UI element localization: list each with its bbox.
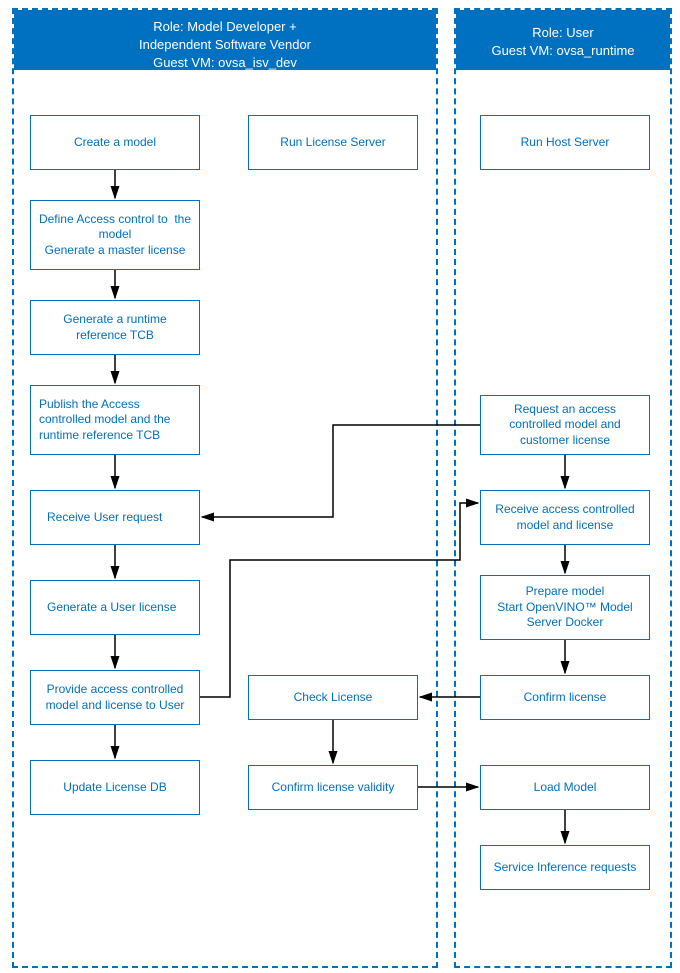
- node-run-host-server: Run Host Server: [480, 115, 650, 170]
- node-receive-user-req: Receive User request: [30, 490, 200, 545]
- node-provide-model: Provide access controlled model and lice…: [30, 670, 200, 725]
- node-load-model: Load Model: [480, 765, 650, 810]
- node-gen-runtime-tcb: Generate a runtime reference TCB: [30, 300, 200, 355]
- swimlane-user-header: Role: User Guest VM: ovsa_runtime: [456, 10, 670, 70]
- swimlane-user-title1: Role: User: [532, 25, 593, 40]
- diagram-canvas: Role: Model Developer + Independent Soft…: [0, 0, 680, 973]
- swimlane-dev-title2: Independent Software Vendor: [139, 37, 311, 52]
- node-publish-model: Publish the Access controlled model and …: [30, 385, 200, 455]
- node-request-model: Request an access controlled model and c…: [480, 395, 650, 455]
- node-create-model: Create a model: [30, 115, 200, 170]
- node-service-inference: Service Inference requests: [480, 845, 650, 890]
- node-run-license-server: Run License Server: [248, 115, 418, 170]
- swimlane-developer-header: Role: Model Developer + Independent Soft…: [14, 10, 436, 70]
- swimlane-dev-title1: Role: Model Developer +: [153, 19, 296, 34]
- node-check-license: Check License: [248, 675, 418, 720]
- node-prepare-model: Prepare model Start OpenVINO™ Model Serv…: [480, 575, 650, 640]
- node-confirm-validity: Confirm license validity: [248, 765, 418, 810]
- node-receive-model: Receive access controlled model and lice…: [480, 490, 650, 545]
- node-update-db: Update License DB: [30, 760, 200, 815]
- node-gen-user-license: Generate a User license: [30, 580, 200, 635]
- swimlane-user-title2: Guest VM: ovsa_runtime: [491, 43, 634, 58]
- node-confirm-license: Confirm license: [480, 675, 650, 720]
- node-define-access: Define Access control to the model Gener…: [30, 200, 200, 270]
- swimlane-dev-title3: Guest VM: ovsa_isv_dev: [153, 55, 297, 70]
